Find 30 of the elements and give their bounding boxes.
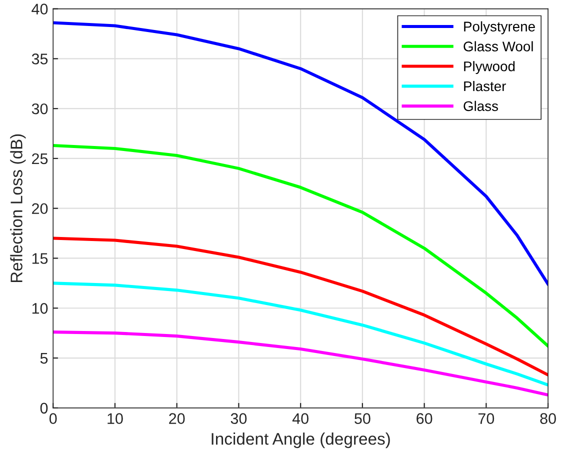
y-tick-label: 20	[32, 203, 48, 214]
x-tick-label: 80	[540, 413, 556, 424]
line-series	[53, 330, 548, 396]
x-tick-label: 20	[169, 413, 185, 424]
x-tick-label: 30	[230, 413, 247, 424]
y-axis-title: Reflection Loss (dB)	[10, 134, 26, 282]
y-tick-label: 10	[32, 302, 48, 314]
line-series	[53, 236, 548, 377]
y-tick-label: 30	[32, 103, 48, 114]
y-tick-label: 0	[40, 402, 48, 414]
x-tick-label: 10	[108, 413, 123, 424]
y-tick-label: 5	[40, 353, 48, 364]
x-tick-label: 70	[478, 413, 494, 424]
x-tick-label: 0	[49, 413, 57, 424]
line-series	[53, 282, 548, 386]
y-tick-label: 35	[32, 54, 48, 64]
x-axis-title: Incident Angle (degrees)	[212, 432, 390, 448]
legend-label: Glass	[464, 100, 498, 112]
y-tick-label: 25	[32, 153, 48, 164]
legend-label: Plywood	[464, 61, 515, 74]
y-tick-label: 15	[32, 253, 48, 264]
line-series	[53, 144, 548, 348]
legend-label: Plaster	[464, 80, 506, 92]
x-tick-label: 40	[292, 413, 308, 424]
legend-label: Glass Wool	[464, 41, 533, 52]
x-tick-label: 60	[416, 413, 432, 424]
line-series	[53, 21, 548, 286]
y-tick-label: 40	[32, 4, 48, 14]
legend-label: Polystyrene	[464, 21, 535, 34]
x-tick-label: 50	[354, 413, 370, 424]
